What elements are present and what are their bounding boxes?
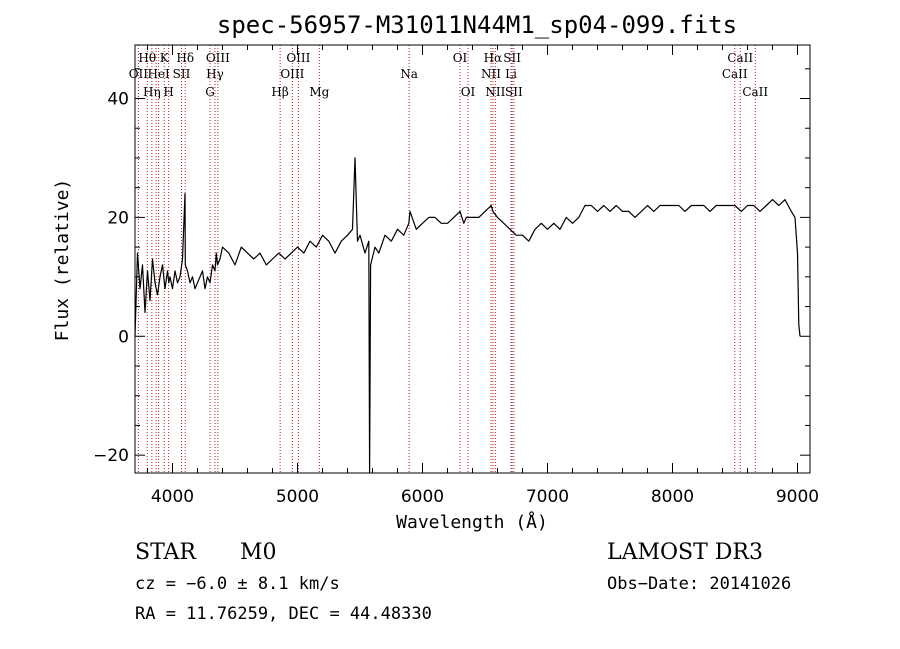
line-label: Hβ xyxy=(271,85,288,99)
axis-ticks xyxy=(135,45,810,473)
spectral-line-markers xyxy=(137,45,756,473)
line-label: Hθ xyxy=(138,51,156,65)
line-label: SII xyxy=(505,85,523,99)
x-tick-label: 8000 xyxy=(651,487,694,507)
line-label: OIII xyxy=(280,67,304,81)
line-label: G xyxy=(205,85,215,99)
y-tick-labels: −20 0 20 40 xyxy=(93,90,129,467)
object-class: STAR xyxy=(135,540,197,565)
spectral-line-labels: OIIHθHηHeIKHSIIHδGHγOIIIHβOIIIOIIIMgNaOI… xyxy=(129,51,769,99)
line-label: Hγ xyxy=(206,67,224,81)
y-tick-label: 40 xyxy=(107,90,129,110)
line-label: Li xyxy=(505,67,517,81)
line-label: OIII xyxy=(206,51,230,65)
survey-name: LAMOST DR3 xyxy=(607,540,763,565)
line-label: HeI xyxy=(147,67,170,81)
line-label: CaII xyxy=(722,67,748,81)
x-tick-label: 5000 xyxy=(276,487,319,507)
x-tick-labels: 4000 5000 6000 7000 8000 9000 xyxy=(151,487,819,507)
line-label: K xyxy=(160,51,170,65)
y-tick-label: 20 xyxy=(107,208,129,228)
line-label: Hδ xyxy=(176,51,194,65)
line-label: Mg xyxy=(309,85,329,99)
y-tick-label: 0 xyxy=(118,327,129,347)
x-tick-label: 9000 xyxy=(776,487,819,507)
redshift-cz: cz = −6.0 ± 8.1 km/s xyxy=(135,574,340,594)
plot-frame xyxy=(134,44,811,474)
x-tick-label: 4000 xyxy=(151,487,194,507)
y-tick-label: −20 xyxy=(93,446,129,466)
object-subclass: M0 xyxy=(240,540,277,565)
line-label: Hη xyxy=(143,85,161,99)
line-label: NII xyxy=(481,67,501,81)
chart-title: spec-56957-M31011N44M1_sp04-099.fits xyxy=(217,11,737,39)
line-label: Hα xyxy=(484,51,503,65)
coordinates: RA = 11.76259, DEC = 44.48330 xyxy=(135,604,432,624)
line-label: Na xyxy=(400,67,418,81)
line-label: OI xyxy=(453,51,468,65)
line-label: SII xyxy=(173,67,191,81)
observation-date: Obs−Date: 20141026 xyxy=(607,574,791,594)
line-label: SII xyxy=(503,51,521,65)
line-label: CaII xyxy=(727,51,753,65)
y-axis-label: Flux (relative) xyxy=(52,179,73,342)
x-tick-label: 6000 xyxy=(401,487,444,507)
spectrum-line xyxy=(134,157,801,474)
x-axis-label: Wavelength (Å) xyxy=(396,511,548,533)
spectrum-layer xyxy=(134,157,801,474)
line-label: OII xyxy=(129,67,149,81)
line-label: CaII xyxy=(742,85,768,99)
line-label: NII xyxy=(485,85,505,99)
line-label: OI xyxy=(461,85,476,99)
line-label: H xyxy=(163,85,173,99)
line-label: OIII xyxy=(286,51,310,65)
x-tick-label: 7000 xyxy=(526,487,569,507)
